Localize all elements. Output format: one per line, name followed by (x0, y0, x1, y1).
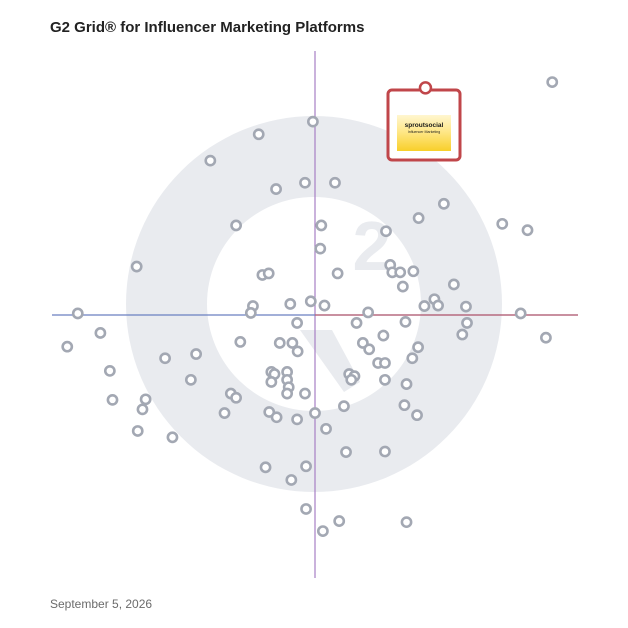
data-point-2[interactable] (306, 115, 319, 128)
data-point-54[interactable] (159, 352, 171, 365)
featured-product-marker[interactable] (418, 81, 433, 95)
data-point-13[interactable] (315, 219, 328, 232)
data-point-67[interactable] (184, 373, 197, 386)
chart-title: G2 Grid® for Influencer Marketing Platfo… (50, 19, 365, 36)
data-point-42[interactable] (94, 327, 107, 339)
data-point-5[interactable] (270, 183, 282, 195)
data-point-25[interactable] (447, 278, 460, 291)
data-point-91[interactable] (379, 445, 391, 458)
data-point-75[interactable] (299, 387, 311, 400)
data-point-24[interactable] (396, 280, 409, 293)
data-point-23[interactable] (407, 265, 420, 278)
data-point-44[interactable] (456, 328, 469, 341)
data-point-31[interactable] (284, 298, 297, 310)
data-point-81[interactable] (218, 407, 231, 419)
data-point-76[interactable] (106, 393, 119, 406)
data-point-32[interactable] (304, 295, 317, 308)
data-point-22[interactable] (394, 266, 407, 279)
data-point-14[interactable] (314, 242, 327, 255)
data-point-10[interactable] (380, 225, 392, 238)
data-point-8[interactable] (437, 197, 450, 210)
data-point-41[interactable] (461, 317, 473, 329)
data-point-98[interactable] (316, 525, 329, 537)
data-point-78[interactable] (136, 403, 149, 416)
data-point-69[interactable] (400, 378, 413, 390)
data-point-37[interactable] (71, 307, 84, 320)
data-point-3[interactable] (252, 128, 265, 141)
data-point-48[interactable] (273, 337, 286, 349)
data-point-83[interactable] (270, 411, 283, 424)
data-point-51[interactable] (363, 343, 376, 356)
data-point-43[interactable] (377, 329, 390, 342)
data-point-80[interactable] (398, 399, 411, 412)
data-point-19[interactable] (262, 267, 275, 280)
data-point-58[interactable] (379, 357, 391, 369)
data-point-6[interactable] (299, 176, 311, 189)
data-point-45[interactable] (540, 331, 552, 344)
data-point-85[interactable] (309, 407, 321, 419)
data-point-89[interactable] (320, 422, 332, 435)
data-point-87[interactable] (131, 425, 144, 437)
data-point-56[interactable] (406, 352, 419, 365)
data-point-27[interactable] (418, 300, 431, 312)
data-point-46[interactable] (61, 340, 74, 353)
data-point-79[interactable] (338, 400, 350, 413)
data-point-11[interactable] (496, 217, 509, 230)
data-point-38[interactable] (291, 317, 304, 329)
data-point-88[interactable] (166, 431, 179, 444)
data-point-65[interactable] (379, 373, 391, 386)
data-point-33[interactable] (318, 299, 331, 312)
data-point-17[interactable] (331, 267, 344, 280)
data-point-55[interactable] (190, 348, 203, 360)
featured-logo-brand: sproutsocial (405, 122, 444, 129)
data-point-53[interactable] (291, 345, 304, 358)
data-point-90[interactable] (340, 446, 352, 458)
data-point-4[interactable] (204, 154, 217, 167)
data-point-59[interactable] (103, 364, 116, 377)
data-point-86[interactable] (411, 409, 423, 422)
svg-text:2: 2 (353, 207, 392, 285)
data-point-39[interactable] (350, 317, 363, 329)
data-point-84[interactable] (291, 413, 304, 426)
featured-logo-tile (397, 115, 451, 151)
data-points (61, 76, 559, 537)
data-point-16[interactable] (130, 260, 143, 273)
data-point-73[interactable] (230, 391, 242, 404)
data-point-7[interactable] (329, 176, 341, 189)
data-point-36[interactable] (514, 307, 527, 320)
data-point-49[interactable] (286, 337, 299, 349)
data-point-1[interactable] (546, 76, 559, 88)
data-point-70[interactable] (265, 376, 278, 388)
data-point-95[interactable] (300, 503, 312, 515)
data-point-35[interactable] (362, 306, 375, 319)
data-point-66[interactable] (345, 373, 358, 386)
featured-product[interactable]: sproutsocial Influencer Marketing (386, 81, 462, 162)
featured-logo-subtitle: Influencer Marketing (408, 130, 441, 134)
data-point-52[interactable] (412, 341, 424, 354)
data-point-9[interactable] (412, 212, 425, 224)
data-point-93[interactable] (300, 460, 312, 473)
data-point-28[interactable] (432, 299, 444, 312)
data-point-15[interactable] (521, 224, 534, 237)
data-point-77[interactable] (139, 393, 152, 406)
report-date: September 5, 2026 (50, 597, 153, 611)
data-point-97[interactable] (400, 516, 413, 529)
data-point-47[interactable] (234, 336, 247, 348)
data-point-40[interactable] (399, 315, 412, 328)
data-point-74[interactable] (281, 387, 294, 400)
data-point-96[interactable] (333, 515, 346, 527)
data-point-29[interactable] (460, 300, 472, 313)
data-point-34[interactable] (244, 307, 257, 319)
data-point-94[interactable] (285, 474, 298, 486)
data-point-92[interactable] (259, 461, 272, 474)
data-point-12[interactable] (230, 219, 242, 232)
